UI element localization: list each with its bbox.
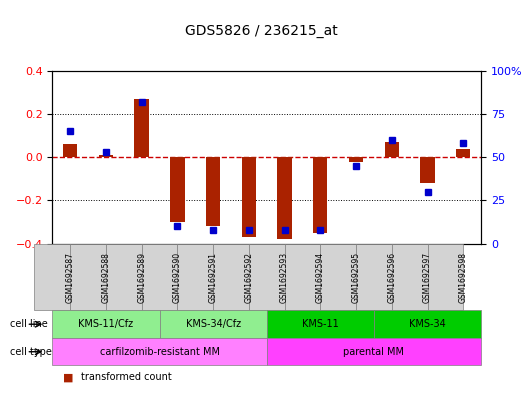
- Bar: [242, 157, 256, 237]
- FancyBboxPatch shape: [70, 244, 106, 310]
- Text: GSM1692589: GSM1692589: [137, 252, 146, 303]
- FancyBboxPatch shape: [374, 310, 481, 338]
- FancyBboxPatch shape: [267, 310, 374, 338]
- Bar: [134, 99, 149, 157]
- Text: GSM1692594: GSM1692594: [316, 252, 325, 303]
- FancyBboxPatch shape: [356, 244, 392, 310]
- Bar: [384, 142, 399, 157]
- Bar: [456, 149, 471, 157]
- Text: carfilzomib-resistant MM: carfilzomib-resistant MM: [99, 347, 220, 357]
- FancyBboxPatch shape: [213, 244, 249, 310]
- Text: GSM1692591: GSM1692591: [209, 252, 218, 303]
- FancyBboxPatch shape: [392, 244, 428, 310]
- Text: GSM1692588: GSM1692588: [101, 252, 110, 303]
- Bar: [170, 157, 185, 222]
- Text: GSM1692593: GSM1692593: [280, 252, 289, 303]
- Text: KMS-34: KMS-34: [409, 319, 446, 329]
- Bar: [99, 155, 113, 157]
- Text: KMS-34/Cfz: KMS-34/Cfz: [186, 319, 241, 329]
- FancyBboxPatch shape: [267, 338, 481, 365]
- Bar: [63, 144, 77, 157]
- FancyBboxPatch shape: [320, 244, 356, 310]
- FancyBboxPatch shape: [52, 338, 267, 365]
- Text: transformed count: transformed count: [81, 372, 172, 382]
- FancyBboxPatch shape: [249, 244, 285, 310]
- FancyBboxPatch shape: [177, 244, 213, 310]
- FancyBboxPatch shape: [52, 310, 160, 338]
- Text: GSM1692587: GSM1692587: [66, 252, 75, 303]
- Text: cell line: cell line: [10, 319, 48, 329]
- Bar: [313, 157, 327, 233]
- Text: parental MM: parental MM: [344, 347, 404, 357]
- FancyBboxPatch shape: [35, 244, 70, 310]
- FancyBboxPatch shape: [160, 310, 267, 338]
- Text: GSM1692598: GSM1692598: [459, 252, 468, 303]
- Bar: [420, 157, 435, 183]
- Text: cell type: cell type: [10, 347, 52, 357]
- FancyBboxPatch shape: [142, 244, 177, 310]
- Text: GSM1692596: GSM1692596: [388, 252, 396, 303]
- FancyBboxPatch shape: [106, 244, 142, 310]
- Text: GSM1692597: GSM1692597: [423, 252, 432, 303]
- Text: GDS5826 / 236215_at: GDS5826 / 236215_at: [185, 24, 338, 38]
- Text: GSM1692595: GSM1692595: [351, 252, 360, 303]
- FancyBboxPatch shape: [285, 244, 320, 310]
- Text: GSM1692592: GSM1692592: [244, 252, 253, 303]
- Bar: [349, 157, 363, 162]
- FancyBboxPatch shape: [428, 244, 463, 310]
- Text: KMS-11: KMS-11: [302, 319, 339, 329]
- Bar: [277, 157, 292, 239]
- Bar: [206, 157, 220, 226]
- Text: ■: ■: [63, 372, 73, 382]
- Text: KMS-11/Cfz: KMS-11/Cfz: [78, 319, 133, 329]
- Text: GSM1692590: GSM1692590: [173, 252, 182, 303]
